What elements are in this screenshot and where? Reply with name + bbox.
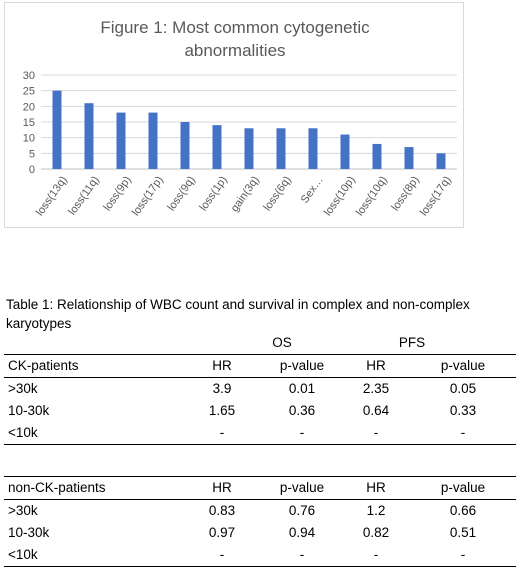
table-cell: 1.2 <box>366 503 386 518</box>
table-caption: Table 1: Relationship of WBC count and s… <box>6 297 470 331</box>
table-cell: - <box>410 422 516 445</box>
header-cell: p-value <box>262 476 342 500</box>
y-tick-label: 30 <box>23 70 35 82</box>
table-ck-patients: CK-patients HR p-value HR p-value >30k 3… <box>4 354 516 445</box>
bar-chart: Figure 1: Most common cytogenetic abnorm… <box>23 18 457 218</box>
x-tick-label: loss(8p) <box>389 174 421 213</box>
x-tick-label: loss(13q) <box>34 174 70 218</box>
table-cell: <10k <box>4 544 182 567</box>
table-cell: 1.65 <box>208 403 236 418</box>
table-cell: 0.36 <box>288 403 316 418</box>
table-row: <10k - - - - <box>4 422 516 445</box>
x-tick-label: loss(6q) <box>261 174 293 213</box>
table-cell: 10-30k <box>8 403 50 418</box>
y-tick-label: 20 <box>23 101 35 113</box>
bar <box>372 143 382 169</box>
table-cell: 0.83 <box>208 503 236 518</box>
table-cell: >30k <box>8 503 38 518</box>
table-cell: - <box>342 422 410 445</box>
header-cell: p-value <box>410 476 516 500</box>
x-tick-label: Sex… <box>299 174 326 205</box>
x-tick-label: loss(1p) <box>197 174 229 213</box>
y-tick-label: 15 <box>23 117 35 129</box>
table-cell: 0.05 <box>449 381 477 396</box>
chart-title-line2: abnormalities <box>184 41 285 60</box>
table-cell: 3.9 <box>212 381 232 396</box>
table-cell: - <box>262 544 342 567</box>
bar <box>436 153 446 169</box>
header-cell: HR <box>342 354 410 378</box>
table-cell: 0.82 <box>362 525 390 540</box>
x-tick-label: loss(9q) <box>165 174 197 213</box>
table-row: 10-30k 0.97 0.94 0.82 0.51 <box>4 522 516 544</box>
x-tick-label: gain(3q) <box>229 174 262 214</box>
x-tick-label: loss(17q) <box>418 174 454 218</box>
x-tick-label: loss(17p) <box>130 174 166 218</box>
table-cell: - <box>262 422 342 445</box>
table-header-row: non-CK-patients HR p-value HR p-value <box>4 476 516 500</box>
header-cell: CK-patients <box>4 354 182 378</box>
table-row: 10-30k 1.65 0.36 0.64 0.33 <box>4 400 516 422</box>
figure-chart: Figure 1: Most common cytogenetic abnorm… <box>4 2 464 228</box>
x-tick-label: loss(10p) <box>322 174 358 218</box>
header-cell: p-value <box>410 354 516 378</box>
header-cell: HR <box>182 354 262 378</box>
bar <box>84 103 94 169</box>
table-cell: - <box>342 544 410 567</box>
bar <box>308 128 318 169</box>
table-row: >30k 0.83 0.76 1.2 0.66 <box>4 500 516 523</box>
table-non-ck-patients: non-CK-patients HR p-value HR p-value >3… <box>4 476 516 567</box>
header-cell: p-value <box>262 354 342 378</box>
chart-title-line1: Figure 1: Most common cytogenetic <box>100 18 370 37</box>
table-cell: 0.66 <box>449 503 477 518</box>
header-cell: HR <box>182 476 262 500</box>
group-header-pfs: PFS <box>398 335 426 350</box>
table-cell: 2.35 <box>362 381 390 396</box>
bar <box>276 128 286 169</box>
table-cell: 0.64 <box>362 403 390 418</box>
table-cell: - <box>182 544 262 567</box>
bar <box>212 125 222 169</box>
group-header-os: OS <box>272 335 292 350</box>
table-cell: >30k <box>8 381 38 396</box>
table-cell: 0.76 <box>288 503 316 518</box>
table-row: >30k 3.9 0.01 2.35 0.05 <box>4 378 516 401</box>
bar <box>404 147 414 169</box>
header-cell: HR <box>342 476 410 500</box>
bar <box>116 112 126 169</box>
table-header-row: CK-patients HR p-value HR p-value <box>4 354 516 378</box>
table-cell: <10k <box>4 422 182 445</box>
table-cell: 0.33 <box>449 403 477 418</box>
x-tick-label: loss(10q) <box>354 174 390 218</box>
table-cell: 10-30k <box>8 525 50 540</box>
table-cell: - <box>410 544 516 567</box>
header-cell: non-CK-patients <box>4 476 182 500</box>
x-tick-label: loss(11q) <box>66 174 101 217</box>
bar <box>148 112 158 169</box>
bar <box>244 128 254 169</box>
y-tick-label: 10 <box>23 133 35 145</box>
bar <box>180 122 190 169</box>
bar <box>52 90 62 169</box>
x-tick-label: loss(9p) <box>101 174 133 213</box>
table-row: <10k - - - - <box>4 544 516 567</box>
table-cell: 0.51 <box>449 525 477 540</box>
bar <box>340 134 350 169</box>
table-cell: 0.97 <box>208 525 236 540</box>
y-tick-label: 5 <box>29 148 35 160</box>
table-cell: 0.01 <box>288 381 316 396</box>
y-tick-label: 25 <box>23 86 35 98</box>
y-tick-label: 0 <box>29 164 35 176</box>
table-cell: - <box>182 422 262 445</box>
table-cell: 0.94 <box>288 525 316 540</box>
